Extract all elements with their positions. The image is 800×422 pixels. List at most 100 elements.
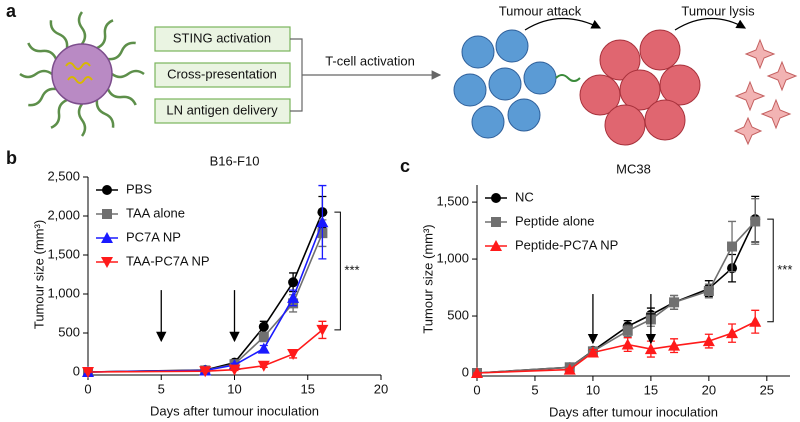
marker <box>288 277 299 288</box>
x-tick-label: 15 <box>301 381 315 396</box>
tumour-cell <box>639 29 681 71</box>
marker <box>563 363 576 375</box>
marker <box>102 185 112 195</box>
antigen <box>65 62 93 84</box>
legend-label: Peptide alone <box>515 213 595 228</box>
curved-arrow <box>674 17 747 31</box>
x-tick-label: 0 <box>473 382 480 397</box>
x-tick-label: 10 <box>586 382 600 397</box>
t-cell <box>523 61 557 95</box>
legend-label: PC7A NP <box>126 229 181 244</box>
significance-bracket <box>334 211 341 331</box>
series-line <box>476 321 756 374</box>
x-tick-label: 20 <box>374 381 388 396</box>
tumour-cell <box>659 64 701 106</box>
marker <box>586 346 599 358</box>
legend-label: TAA-PC7A NP <box>126 253 210 268</box>
y-tick-label: 1,500 <box>436 194 469 209</box>
significance-label: *** <box>344 262 359 277</box>
arrow-label: T-cell activation <box>325 53 415 68</box>
spike <box>77 103 87 137</box>
marker <box>702 335 715 347</box>
marker <box>622 325 633 336</box>
spike <box>19 69 53 79</box>
box-label: STING activation <box>173 30 271 45</box>
marker <box>316 216 329 228</box>
y-tick-label: 1,000 <box>436 250 469 265</box>
tumour-cell <box>644 99 686 141</box>
marker <box>102 209 112 219</box>
synapse <box>555 74 581 82</box>
tumour-cell <box>579 74 621 116</box>
x-axis-label: Days after tumour inoculation <box>150 403 319 418</box>
marker <box>644 343 657 355</box>
x-tick-label: 10 <box>227 381 241 396</box>
chart-title: MC38 <box>616 161 651 176</box>
marker <box>257 342 270 354</box>
spike <box>95 99 115 128</box>
fragment <box>734 80 766 112</box>
spike <box>106 88 137 106</box>
marker <box>491 217 501 227</box>
marker <box>703 285 714 296</box>
marker <box>490 240 502 251</box>
marker <box>621 338 634 350</box>
x-tick-label: 5 <box>531 382 538 397</box>
spike <box>50 98 68 129</box>
marker <box>258 331 269 342</box>
y-tick-label: 2,500 <box>47 168 80 183</box>
marker <box>257 360 270 372</box>
step-label: Tumour attack <box>499 3 582 18</box>
legend-label: PBS <box>126 181 152 196</box>
tumour-cell <box>599 39 641 81</box>
t-cell <box>461 35 495 69</box>
y-tick-label: 1,500 <box>47 246 80 261</box>
y-axis-label: Tumour size (mm³) <box>420 224 435 333</box>
significance-bracket <box>767 218 774 323</box>
marker <box>471 367 483 378</box>
marker <box>726 327 739 339</box>
fragment <box>744 38 776 70</box>
t-cell <box>453 73 487 107</box>
marker <box>316 324 329 336</box>
box-label: LN antigen delivery <box>166 102 278 117</box>
fragment <box>760 98 792 130</box>
tumour-cell <box>619 69 661 111</box>
y-tick-label: 0 <box>462 364 469 379</box>
nanoparticle <box>19 11 145 137</box>
t-cells <box>453 29 557 139</box>
spike <box>49 20 69 49</box>
y-tick-label: 500 <box>447 307 469 322</box>
panel-label: a <box>6 1 17 21</box>
legend-label: TAA alone <box>126 205 185 220</box>
x-axis-label: Days after tumour inoculation <box>549 404 718 419</box>
fragment <box>766 60 798 92</box>
fragment <box>733 116 763 146</box>
panel-label: c <box>400 156 410 176</box>
box-label: Cross-presentation <box>167 66 277 81</box>
marker <box>668 339 681 351</box>
spike <box>27 42 58 60</box>
marker <box>228 364 241 376</box>
spike <box>77 11 87 45</box>
chart-title: B16-F10 <box>210 153 260 168</box>
y-tick-label: 1,000 <box>47 285 80 300</box>
t-cell <box>495 29 529 63</box>
marker <box>669 297 680 308</box>
tumour-cells <box>579 29 701 146</box>
x-tick-label: 25 <box>760 382 774 397</box>
box <box>154 98 291 124</box>
series-line <box>87 221 324 373</box>
legend-label: NC <box>515 189 534 204</box>
marker <box>750 216 761 227</box>
t-cell <box>471 105 505 139</box>
marker <box>491 193 501 203</box>
tumour-cell <box>604 104 646 146</box>
spike <box>111 69 145 79</box>
t-cell <box>507 98 541 132</box>
marker <box>82 367 94 378</box>
core <box>51 43 113 105</box>
t-cell <box>488 67 522 101</box>
marker <box>101 257 113 268</box>
